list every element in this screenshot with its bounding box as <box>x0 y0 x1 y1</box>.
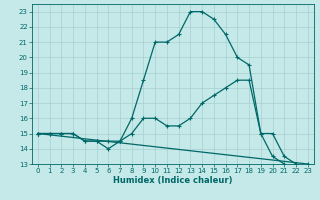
X-axis label: Humidex (Indice chaleur): Humidex (Indice chaleur) <box>113 176 233 185</box>
